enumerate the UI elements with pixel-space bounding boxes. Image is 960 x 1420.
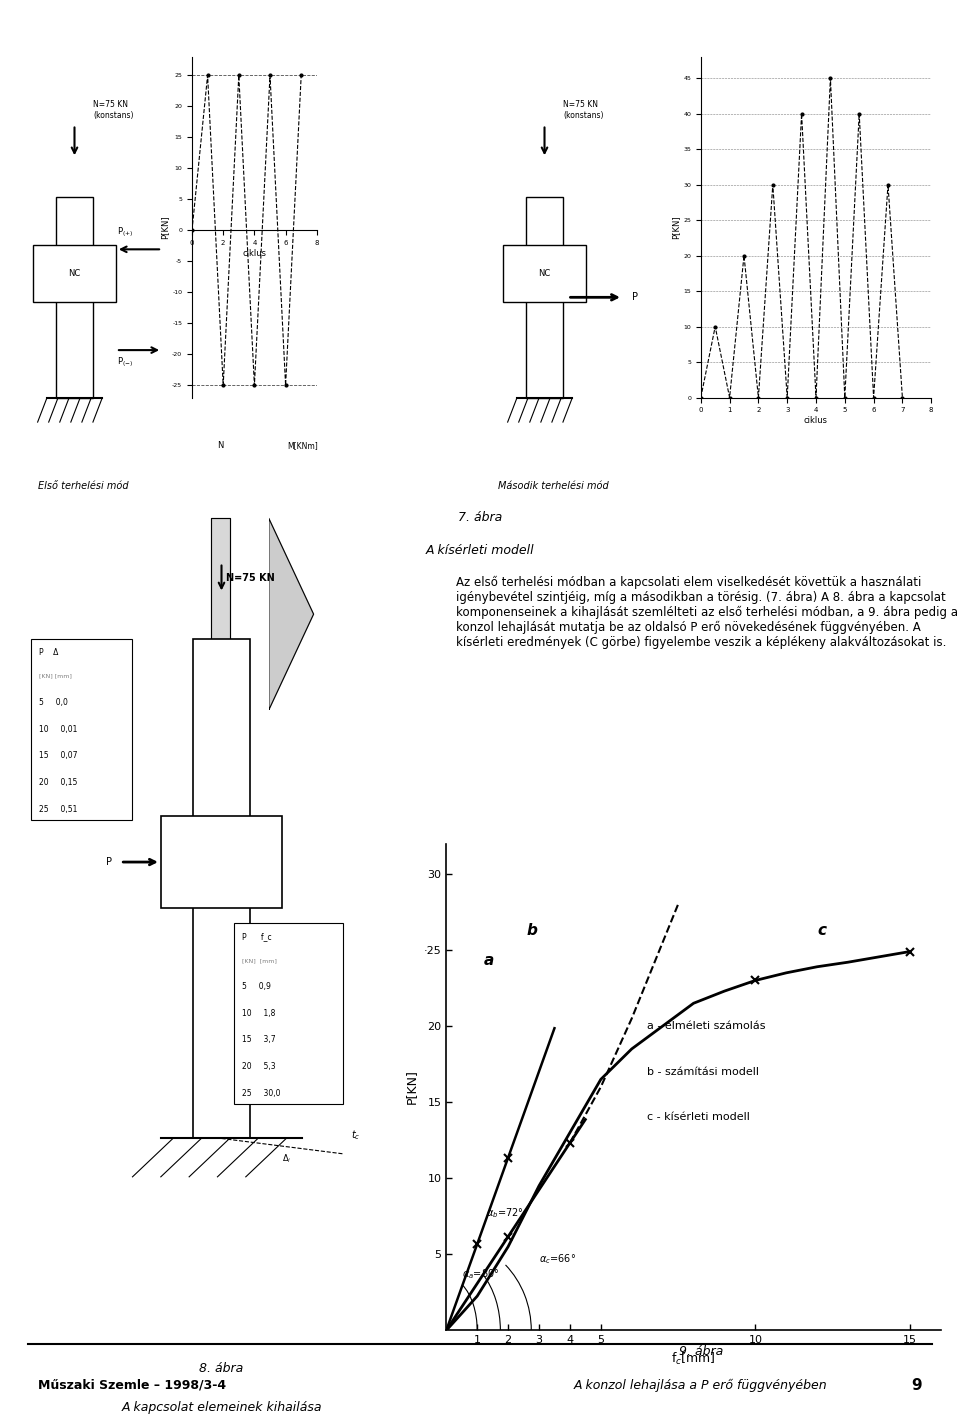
Text: 15     0,07: 15 0,07 — [39, 751, 78, 760]
Text: 7. ábra: 7. ábra — [458, 511, 502, 524]
Text: 15     3,7: 15 3,7 — [242, 1035, 276, 1045]
Text: P$_{(-)}$: P$_{(-)}$ — [117, 355, 133, 369]
Text: 20     5,3: 20 5,3 — [242, 1062, 276, 1071]
Text: c - kísérleti modell: c - kísérleti modell — [647, 1112, 750, 1122]
Text: 20     0,15: 20 0,15 — [39, 778, 78, 787]
Text: 10     0,01: 10 0,01 — [39, 724, 78, 734]
Text: Az első terhelési módban a kapcsolati elem viselkedését követtük a használati ig: Az első terhelési módban a kapcsolati el… — [456, 575, 958, 649]
Text: N=75 KN
(konstans): N=75 KN (konstans) — [563, 101, 604, 119]
Text: M[KNm]: M[KNm] — [287, 442, 318, 450]
Text: a: a — [484, 953, 493, 968]
Bar — [526, 196, 563, 398]
Text: N=75 KN: N=75 KN — [226, 572, 275, 584]
Bar — [33, 244, 116, 302]
Text: A konzol lehajlása a P erő függvényében: A konzol lehajlása a P erő függvényében — [574, 1379, 828, 1393]
Text: 25     30,0: 25 30,0 — [242, 1089, 280, 1098]
Text: 5     0,0: 5 0,0 — [39, 697, 68, 707]
Text: 10     1,8: 10 1,8 — [242, 1008, 276, 1018]
Text: $\alpha_a$=80°: $\alpha_a$=80° — [462, 1267, 499, 1281]
Text: 25     0,51: 25 0,51 — [39, 805, 78, 814]
Polygon shape — [269, 518, 314, 710]
Text: P: P — [107, 858, 112, 868]
X-axis label: ciklus: ciklus — [804, 416, 828, 425]
Y-axis label: P[KN]: P[KN] — [671, 216, 681, 239]
Bar — [161, 816, 282, 909]
Bar — [56, 196, 93, 398]
Text: 9. ábra: 9. ábra — [679, 1345, 723, 1359]
Text: a - elméleti számolás: a - elméleti számolás — [647, 1021, 766, 1031]
Text: A kísérleti modell: A kísérleti modell — [425, 544, 535, 557]
Y-axis label: P[KN]: P[KN] — [405, 1069, 419, 1105]
Text: $\Delta_i$: $\Delta_i$ — [282, 1153, 292, 1164]
Text: A kapcsolat elemeinek kihailása: A kapcsolat elemeinek kihailása — [121, 1400, 322, 1414]
Text: c: c — [817, 923, 827, 937]
Text: Második terhelési mód: Második terhelési mód — [498, 481, 609, 491]
X-axis label: f$_c$[mm]: f$_c$[mm] — [671, 1350, 716, 1367]
Text: [KN] [mm]: [KN] [mm] — [39, 673, 72, 679]
Y-axis label: P[KN]: P[KN] — [160, 216, 169, 239]
Text: b - számítási modell: b - számítási modell — [647, 1066, 759, 1076]
X-axis label: ciklus: ciklus — [242, 248, 266, 258]
Text: $\alpha_b$=72°: $\alpha_b$=72° — [487, 1206, 524, 1220]
Text: 8. ábra: 8. ábra — [200, 1362, 244, 1376]
Text: P$_{(+)}$: P$_{(+)}$ — [117, 226, 133, 240]
Bar — [193, 639, 250, 1139]
Text: 5     0,9: 5 0,9 — [242, 981, 271, 991]
Bar — [233, 923, 343, 1103]
Text: Műszaki Szemle – 1998/3-4: Műszaki Szemle – 1998/3-4 — [37, 1379, 226, 1392]
Text: NC: NC — [68, 268, 81, 278]
Text: [KN]  [mm]: [KN] [mm] — [242, 959, 276, 963]
Text: $\alpha_c$=66°: $\alpha_c$=66° — [539, 1252, 576, 1265]
Bar — [503, 244, 586, 302]
Bar — [32, 639, 132, 819]
Text: b: b — [527, 923, 538, 937]
Text: N=75 KN
(konstans): N=75 KN (konstans) — [93, 101, 133, 119]
Text: P      f_c: P f_c — [242, 932, 272, 941]
Text: NC: NC — [539, 268, 551, 278]
Text: P    Δ: P Δ — [39, 648, 59, 656]
Text: 9: 9 — [912, 1377, 923, 1393]
Text: P: P — [632, 293, 638, 302]
Text: N: N — [218, 442, 224, 450]
Text: Első terhelési mód: Első terhelési mód — [38, 481, 129, 491]
Text: $t_c$: $t_c$ — [351, 1129, 360, 1142]
